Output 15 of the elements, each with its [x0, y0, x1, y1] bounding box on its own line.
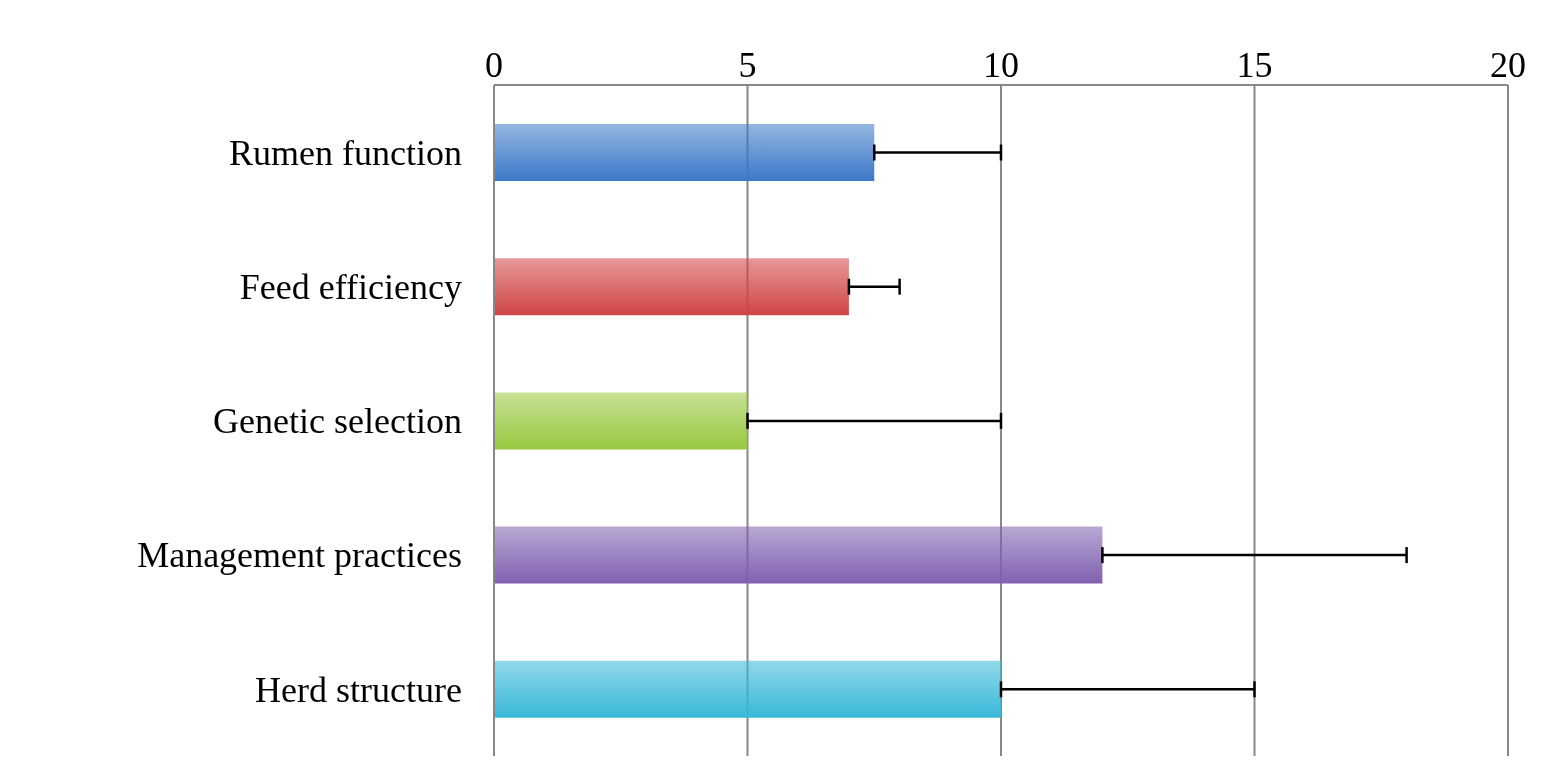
y-tick-label: Herd structure [255, 669, 462, 710]
bar [494, 392, 748, 450]
bar [494, 258, 849, 316]
bar [494, 660, 1001, 718]
x-tick-label: 20 [1490, 45, 1526, 85]
y-tick-label: Feed efficiency [239, 267, 462, 308]
y-tick-label: Management practices [137, 535, 462, 576]
bar [494, 124, 875, 181]
x-tick-label: 5 [738, 45, 757, 85]
x-tick-label: 0 [485, 45, 503, 85]
y-tick-label: Rumen function [229, 132, 462, 173]
bar [494, 526, 1103, 584]
x-tick-label: 10 [983, 45, 1019, 85]
y-tick-label: Genetic selection [213, 401, 462, 442]
x-tick-label: 15 [1236, 45, 1273, 85]
